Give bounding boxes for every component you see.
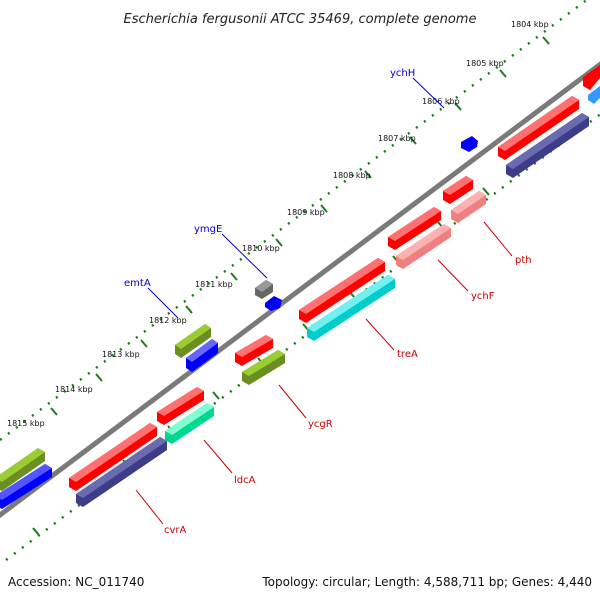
gene-label-ycgR[interactable]: ycgR	[308, 419, 333, 430]
gene-ychF-bar[interactable]	[396, 224, 451, 269]
ruler-label: 1811 kbp	[195, 280, 233, 289]
gene-red-ychF[interactable]	[388, 207, 441, 250]
gene-label-emtA[interactable]: emtA	[124, 278, 151, 289]
gene-red-ycgR[interactable]	[235, 335, 273, 366]
gene-ymgE-arrow[interactable]	[265, 296, 282, 311]
ruler-label: 1807 kbp	[378, 134, 416, 143]
gene-label-ymgE[interactable]: ymgE	[194, 224, 222, 235]
ruler-label: 1809 kbp	[287, 208, 325, 217]
gene-olive-left[interactable]	[0, 448, 45, 491]
gene-label-ldcA[interactable]: ldcA	[234, 475, 256, 486]
gene-ldcA-bar[interactable]	[165, 403, 214, 444]
genome-backbone	[0, 61, 600, 519]
gene-gray-small[interactable]	[255, 280, 273, 299]
gene-red-pth[interactable]	[443, 176, 473, 204]
gene-cvrA-bar[interactable]	[76, 437, 167, 507]
ruler-label: 1805 kbp	[466, 59, 504, 68]
ruler-label: 1812 kbp	[149, 316, 187, 325]
ruler-label: 1806 kbp	[422, 97, 460, 106]
forward-strand-genes	[0, 136, 478, 509]
outer-tick-lane	[0, 0, 589, 442]
gene-blue-left[interactable]	[0, 464, 52, 509]
ruler-label: 1808 kbp	[333, 171, 371, 180]
ruler-label: 1804 kbp	[511, 20, 549, 29]
genome-summary-text: Topology: circular; Length: 4,588,711 bp…	[261, 575, 592, 589]
reverse-strand-genes	[69, 65, 600, 507]
ruler-label: 1813 kbp	[102, 350, 140, 359]
gene-navy-right[interactable]	[506, 113, 589, 178]
gene-label-pth[interactable]: pth	[515, 255, 532, 266]
gene-label-ychH[interactable]: ychH	[390, 68, 415, 79]
gene-ycgR-bar[interactable]	[242, 350, 285, 385]
gene-pth-bar[interactable]	[451, 191, 486, 223]
minus-strand-labels: pth ychF treA ycgR ldcA cvrA	[135, 221, 532, 536]
gene-olive-upper[interactable]	[175, 324, 211, 358]
genome-title: Escherichia fergusonii ATCC 35469, compl…	[124, 12, 477, 27]
gene-label-ychF[interactable]: ychF	[471, 291, 495, 302]
gene-red-topright[interactable]	[583, 65, 600, 90]
gene-ychH-arrow[interactable]	[461, 136, 478, 152]
accession-text: Accession: NC_011740	[8, 575, 144, 589]
kbp-ruler: 1804 kbp 1805 kbp 1806 kbp 1807 kbp 1808…	[7, 20, 550, 428]
gene-lightblue-topright[interactable]	[588, 86, 600, 104]
gene-label-treA[interactable]: treA	[397, 349, 418, 360]
gene-red-right[interactable]	[498, 96, 579, 160]
gene-red-cvrA[interactable]	[69, 423, 157, 491]
ruler-label: 1814 kbp	[55, 385, 93, 394]
ruler-label: 1810 kbp	[242, 244, 280, 253]
gene-label-cvrA[interactable]: cvrA	[164, 525, 187, 536]
gene-red-ldcA[interactable]	[157, 387, 204, 425]
gene-emtA-arrow[interactable]	[186, 339, 218, 372]
gene-treA-bar[interactable]	[307, 275, 395, 341]
plus-strand-labels: ychH ymgE emtA	[124, 68, 445, 319]
ruler-label: 1815 kbp	[7, 419, 45, 428]
gene-red-treA[interactable]	[299, 258, 385, 323]
